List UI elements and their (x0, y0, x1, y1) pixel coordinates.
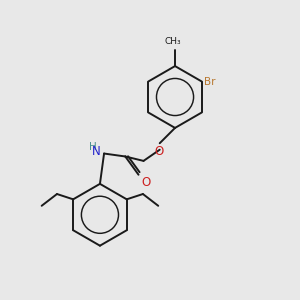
Text: H: H (89, 142, 97, 152)
Text: O: O (142, 176, 151, 189)
Text: CH₃: CH₃ (165, 38, 181, 46)
Text: Br: Br (204, 76, 216, 86)
Text: O: O (155, 145, 164, 158)
Text: N: N (92, 145, 101, 158)
